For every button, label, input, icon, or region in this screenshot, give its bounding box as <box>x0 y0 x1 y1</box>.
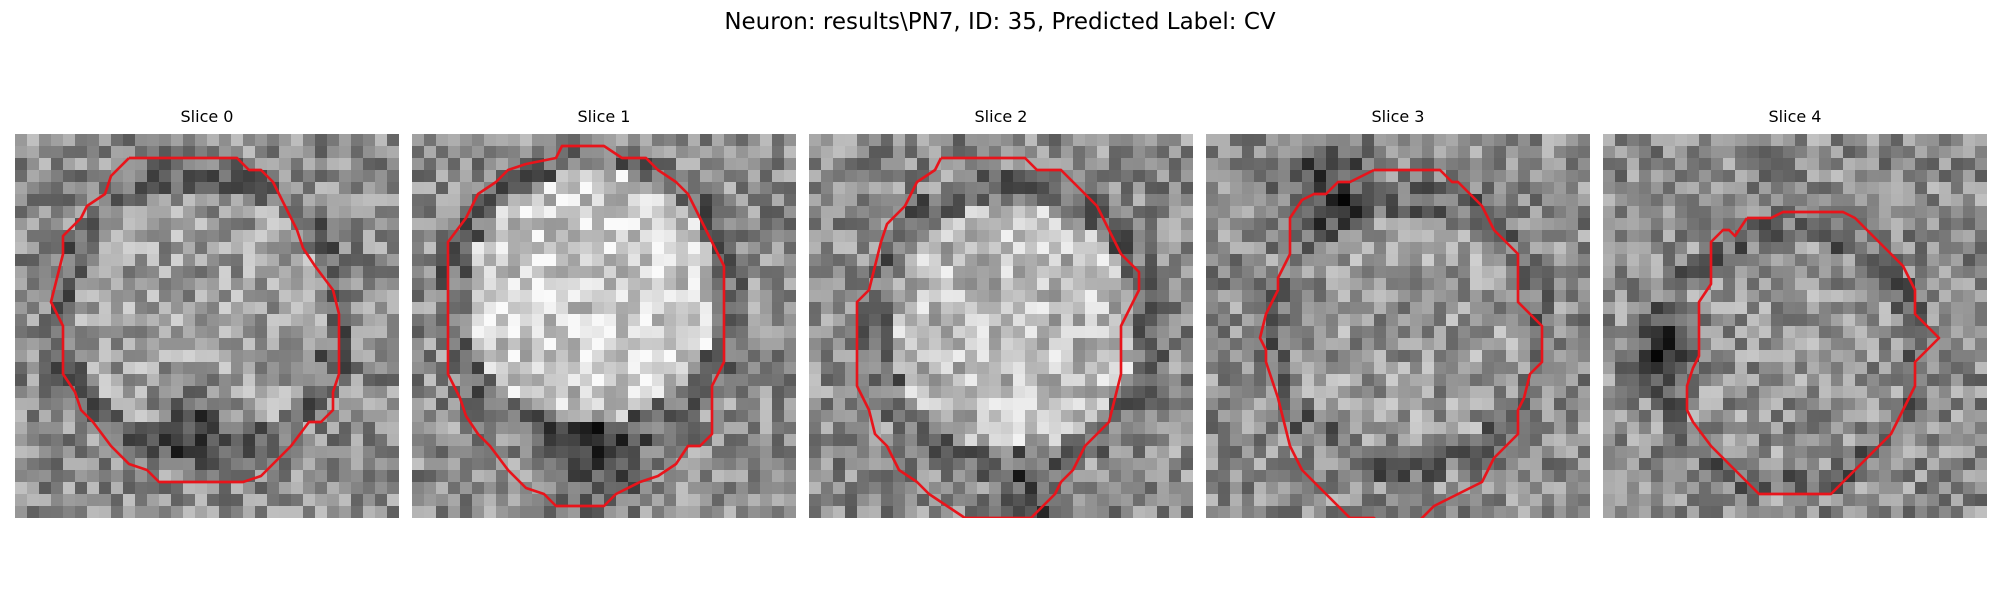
segmentation-contour <box>1258 168 1544 518</box>
slice-title: Slice 4 <box>1768 107 1822 126</box>
slice-image <box>1206 134 1590 518</box>
slice-title: Slice 1 <box>577 107 631 126</box>
figure-title: Neuron: results\PN7, ID: 35, Predicted L… <box>724 9 1276 35</box>
slice-title: Slice 2 <box>974 107 1028 126</box>
segmentation-contour <box>1685 210 1941 496</box>
slice-image <box>15 134 399 518</box>
segmentation-contour <box>855 156 1141 518</box>
slice-image <box>1603 134 1987 518</box>
slice-title: Slice 0 <box>180 107 234 126</box>
segmentation-contour <box>446 144 726 508</box>
segmentation-contour <box>49 156 341 484</box>
slice-image <box>412 134 796 518</box>
slice-image <box>809 134 1193 518</box>
slice-title: Slice 3 <box>1371 107 1425 126</box>
